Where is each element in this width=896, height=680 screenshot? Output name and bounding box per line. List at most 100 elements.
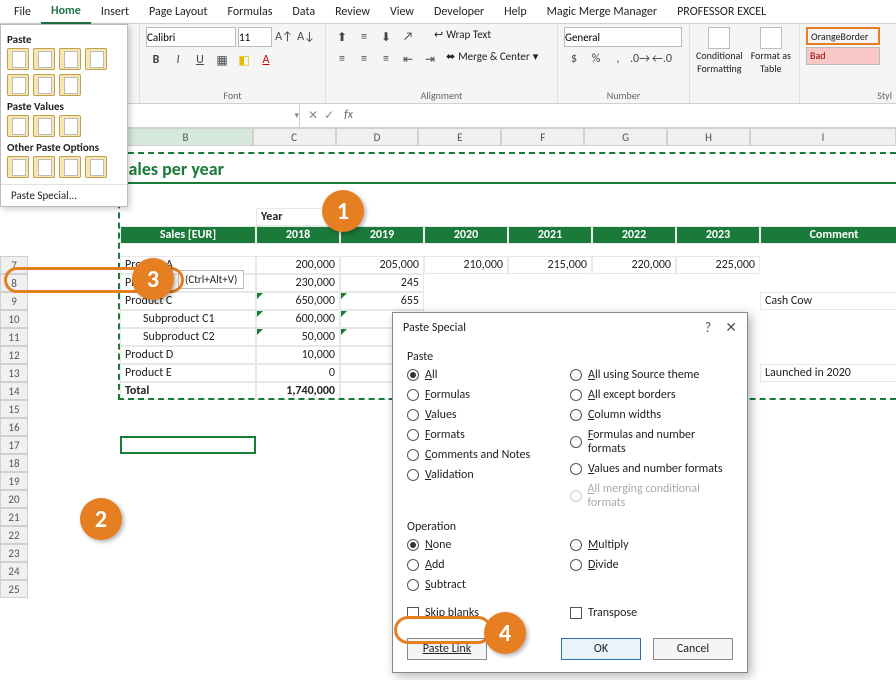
radio-option[interactable]: Comments and Notes <box>407 448 570 462</box>
bold-button[interactable]: B <box>146 50 166 70</box>
underline-button[interactable]: U <box>190 50 210 70</box>
cell[interactable]: 205,000 <box>340 256 424 274</box>
ribbon-tab-page-layout[interactable]: Page Layout <box>139 1 217 23</box>
cell[interactable]: 210,000 <box>424 256 508 274</box>
ribbon-tab-professor-excel[interactable]: PROFESSOR EXCEL <box>667 1 776 23</box>
column-header[interactable]: H <box>667 128 750 146</box>
column-header[interactable]: B <box>118 128 252 146</box>
paste-option-icon[interactable] <box>7 48 29 70</box>
italic-button[interactable]: I <box>168 50 188 70</box>
orientation-icon[interactable]: ↗ <box>398 27 418 47</box>
decrease-font-icon[interactable]: A↓ <box>296 27 316 47</box>
total-label[interactable]: Total <box>120 382 256 400</box>
merge-center-button[interactable]: ⬌ Merge & Center ▾ <box>442 49 542 64</box>
column-header[interactable]: D <box>336 128 419 146</box>
cell[interactable]: 0 <box>256 364 340 382</box>
paste-link-button[interactable]: Paste Link <box>407 638 487 660</box>
ribbon-tab-help[interactable]: Help <box>494 1 537 23</box>
cancel-button[interactable]: Cancel <box>653 638 733 660</box>
comma-icon[interactable]: , <box>608 49 628 69</box>
conditional-formatting-button[interactable]: Conditional Formatting <box>696 27 743 75</box>
paste-option-icon[interactable] <box>7 74 29 96</box>
cell[interactable]: Subproduct C1 <box>120 310 256 328</box>
cell[interactable]: 225,000 <box>676 256 760 274</box>
ok-button[interactable]: OK <box>561 638 641 660</box>
row-header[interactable]: 11 <box>0 328 28 346</box>
column-header[interactable]: E <box>418 128 501 146</box>
fill-color-button[interactable]: ◧ <box>234 50 254 70</box>
radio-option[interactable]: All except borders <box>570 388 733 402</box>
close-icon[interactable]: ✕ <box>725 319 737 336</box>
other-paste-icon[interactable] <box>85 156 107 178</box>
radio-option[interactable]: Column widths <box>570 408 733 422</box>
ribbon-tab-review[interactable]: Review <box>325 1 380 23</box>
radio-option[interactable]: All using Source theme <box>570 368 733 382</box>
paste-values-icon[interactable] <box>59 115 81 137</box>
ribbon-tab-developer[interactable]: Developer <box>424 1 494 23</box>
align-middle-icon[interactable]: ≡ <box>354 27 374 47</box>
radio-option[interactable]: Values and number formats <box>570 462 733 476</box>
paste-special-menuitem[interactable]: Paste Special... <box>1 184 127 206</box>
column-header[interactable]: G <box>584 128 667 146</box>
radio-option[interactable]: Formats <box>407 428 570 442</box>
column-header[interactable]: C <box>253 128 336 146</box>
row-header[interactable]: 24 <box>0 562 28 580</box>
cell[interactable]: 600,000 <box>256 310 340 328</box>
indent-inc-icon[interactable]: ⇥ <box>420 49 440 69</box>
font-color-button[interactable]: A <box>256 50 276 70</box>
align-top-icon[interactable]: ⬆ <box>332 27 352 47</box>
radio-option[interactable]: Values <box>407 408 570 422</box>
other-paste-icon[interactable] <box>7 156 29 178</box>
cell[interactable]: 220,000 <box>592 256 676 274</box>
paste-option-icon[interactable] <box>59 74 81 96</box>
other-paste-icon[interactable] <box>33 156 55 178</box>
font-name-select[interactable] <box>146 27 236 47</box>
cell[interactable]: Product D <box>120 346 256 364</box>
cell[interactable]: 10,000 <box>256 346 340 364</box>
cell[interactable]: 230,000 <box>256 274 340 292</box>
radio-option[interactable]: Formulas <box>407 388 570 402</box>
radio-option[interactable]: Multiply <box>570 538 733 552</box>
row-header[interactable]: 23 <box>0 544 28 562</box>
column-header[interactable]: F <box>501 128 584 146</box>
row-header[interactable]: 12 <box>0 346 28 364</box>
cell[interactable]: 50,000 <box>256 328 340 346</box>
align-center-icon[interactable]: ≡ <box>354 49 374 69</box>
row-header[interactable]: 13 <box>0 364 28 382</box>
cell[interactable]: Cash Cow <box>760 292 896 310</box>
row-header[interactable]: 22 <box>0 526 28 544</box>
row-header[interactable]: 16 <box>0 418 28 436</box>
paste-values-icon[interactable] <box>33 115 55 137</box>
ribbon-tab-formulas[interactable]: Formulas <box>217 1 282 23</box>
radio-option[interactable]: Subtract <box>407 578 570 592</box>
ribbon-tab-insert[interactable]: Insert <box>91 1 139 23</box>
paste-option-icon[interactable] <box>59 48 81 70</box>
row-header[interactable]: 18 <box>0 454 28 472</box>
paste-option-icon[interactable] <box>85 48 107 70</box>
border-button[interactable]: ▦ <box>212 50 232 70</box>
increase-font-icon[interactable]: A↑ <box>274 27 294 47</box>
enter-formula-icon[interactable]: ✓ <box>324 108 334 123</box>
dec-decimal-icon[interactable]: ←.0 <box>652 49 672 69</box>
cancel-formula-icon[interactable]: ✕ <box>308 108 318 123</box>
row-header[interactable]: 7 <box>0 256 28 274</box>
row-header[interactable]: 19 <box>0 472 28 490</box>
paste-option-icon[interactable] <box>33 48 55 70</box>
align-right-icon[interactable]: ≡ <box>376 49 396 69</box>
help-icon[interactable]: ? <box>705 319 712 336</box>
cell[interactable]: Launched in 2020 <box>760 364 896 382</box>
number-format-select[interactable] <box>564 27 682 47</box>
radio-option[interactable]: Validation <box>407 468 570 482</box>
ribbon-tab-magic-merge-manager[interactable]: Magic Merge Manager <box>537 1 667 23</box>
cell-style-bad[interactable]: Bad <box>806 47 880 65</box>
row-header[interactable]: 21 <box>0 508 28 526</box>
row-header[interactable]: 25 <box>0 580 28 598</box>
currency-icon[interactable]: $ <box>564 49 584 69</box>
row-header[interactable]: 20 <box>0 490 28 508</box>
cell[interactable]: 650,000 <box>256 292 340 310</box>
cell[interactable]: 655 <box>340 292 424 310</box>
cell[interactable]: 200,000 <box>256 256 340 274</box>
row-header[interactable]: 15 <box>0 400 28 418</box>
paste-option-icon[interactable] <box>33 74 55 96</box>
fx-icon[interactable]: fx <box>344 108 353 123</box>
